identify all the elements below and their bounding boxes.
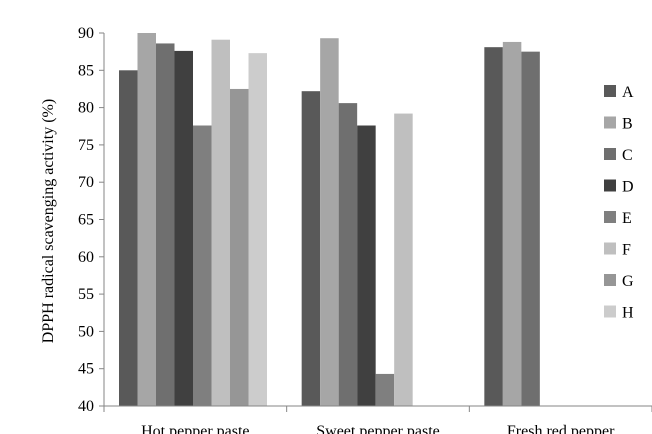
y-tick-label: 65 (78, 212, 94, 229)
legend-swatch-g (604, 274, 616, 286)
bar-f-2 (394, 113, 413, 407)
y-tick-label: 85 (78, 62, 94, 79)
bar-b-1 (137, 33, 156, 406)
bar-e-1 (193, 125, 212, 406)
bars-layer (119, 33, 540, 407)
legend-swatch-f (604, 242, 616, 255)
y-tick-label: 40 (78, 398, 94, 415)
legend-swatch-h (604, 305, 616, 318)
bar-h-1 (248, 53, 267, 406)
legend-label-b: B (622, 116, 633, 133)
legend-label-f: F (622, 242, 631, 259)
legend-label-c: C (622, 147, 633, 164)
y-axis-ticks: 40 45 50 55 60 65 70 75 80 85 90 (78, 25, 104, 415)
y-tick-label: 60 (78, 249, 94, 266)
bar-b-3 (502, 41, 522, 407)
legend-label-g: G (622, 273, 634, 290)
bar-c-3 (521, 51, 540, 407)
bar-b-2 (320, 38, 339, 407)
legend-swatch-a (604, 85, 616, 97)
x-axis-ticks: Hot pepper paste Sweet pepper paste Fresh … (103, 406, 652, 434)
y-tick-label: 80 (78, 100, 94, 117)
legend-swatch-d (604, 179, 616, 192)
bar-g-1 (230, 88, 249, 406)
legend-label-a: A (622, 84, 634, 101)
x-tick-label: Fresh red pepper (507, 423, 615, 434)
legend-swatch-e (604, 211, 616, 223)
x-tick-label: Hot pepper paste (141, 423, 249, 434)
legend-label-d: D (622, 179, 634, 196)
legend-swatch-b (604, 116, 616, 129)
bar-a-1 (119, 70, 138, 407)
y-tick-label: 55 (78, 286, 94, 303)
legend-swatch-c (604, 148, 616, 160)
y-tick-label: 75 (78, 137, 94, 154)
y-tick-label: 90 (78, 25, 94, 42)
bar-e-2 (375, 373, 395, 406)
legend-label-h: H (622, 305, 634, 322)
bar-d-1 (174, 50, 193, 407)
bar-c-1 (156, 43, 175, 406)
y-tick-label: 45 (78, 361, 94, 378)
y-axis-label: DPPH radical scavenging activity (%) (40, 99, 57, 343)
bar-d-2 (357, 125, 376, 406)
bar-c-2 (338, 103, 358, 407)
y-tick-label: 50 (78, 323, 94, 340)
legend-label-e: E (622, 210, 632, 227)
bar-a-2 (301, 91, 321, 407)
y-tick-label: 70 (78, 174, 94, 191)
x-tick-label: Sweet pepper paste (316, 423, 440, 434)
bar-f-1 (211, 39, 230, 407)
bar-a-3 (484, 47, 503, 406)
